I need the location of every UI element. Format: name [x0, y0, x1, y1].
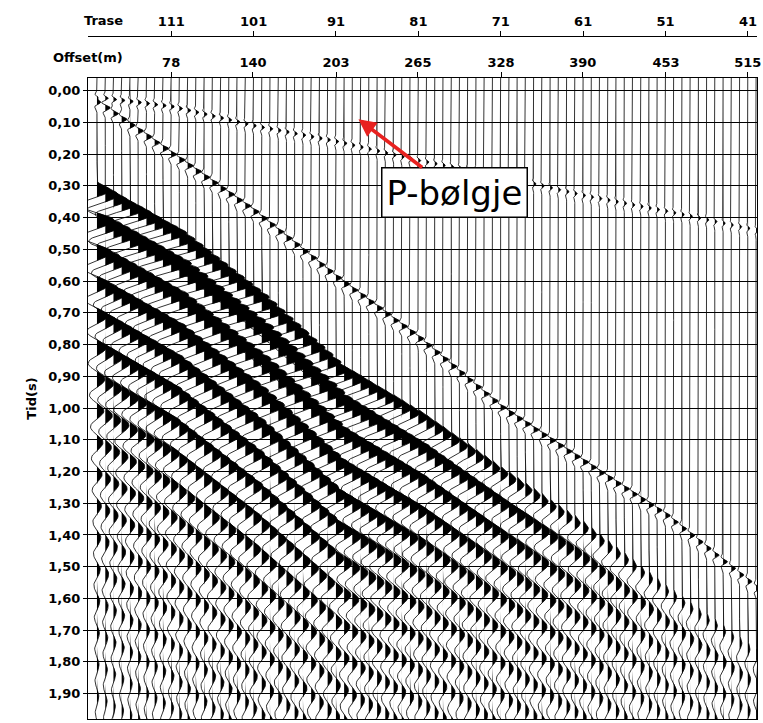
svg-text:0,70: 0,70: [48, 305, 80, 320]
svg-text:1,70: 1,70: [48, 623, 80, 638]
svg-text:0,50: 0,50: [48, 242, 80, 257]
svg-text:111: 111: [158, 14, 185, 29]
svg-text:265: 265: [404, 55, 431, 70]
svg-text:1,90: 1,90: [48, 686, 80, 701]
svg-text:1,00: 1,00: [48, 401, 80, 416]
svg-text:Offset(m): Offset(m): [53, 50, 123, 65]
svg-text:1,20: 1,20: [48, 464, 80, 479]
svg-text:0,00: 0,00: [48, 83, 80, 98]
svg-text:1,10: 1,10: [48, 432, 80, 447]
svg-text:1,60: 1,60: [48, 591, 80, 606]
svg-text:41: 41: [739, 14, 757, 29]
svg-text:0,60: 0,60: [48, 274, 80, 289]
svg-text:0,30: 0,30: [48, 178, 80, 193]
svg-text:1,80: 1,80: [48, 654, 80, 669]
svg-text:515: 515: [734, 55, 761, 70]
svg-text:0,10: 0,10: [48, 115, 80, 130]
svg-text:0,40: 0,40: [48, 210, 80, 225]
svg-text:140: 140: [239, 55, 266, 70]
svg-text:203: 203: [322, 55, 349, 70]
svg-text:0,20: 0,20: [48, 147, 80, 162]
svg-text:51: 51: [657, 14, 675, 29]
svg-text:91: 91: [327, 14, 345, 29]
svg-text:1,30: 1,30: [48, 496, 80, 511]
svg-text:1,50: 1,50: [48, 559, 80, 574]
svg-text:453: 453: [652, 55, 679, 70]
svg-text:0,90: 0,90: [48, 369, 80, 384]
svg-text:78: 78: [162, 55, 180, 70]
svg-text:P-bølgje: P-bølgje: [387, 173, 523, 213]
svg-text:61: 61: [574, 14, 592, 29]
svg-text:71: 71: [492, 14, 510, 29]
svg-text:0,80: 0,80: [48, 337, 80, 352]
svg-text:390: 390: [569, 55, 596, 70]
svg-text:1,40: 1,40: [48, 528, 80, 543]
svg-text:Tid(s): Tid(s): [24, 377, 39, 419]
svg-text:81: 81: [409, 14, 427, 29]
svg-text:101: 101: [240, 14, 267, 29]
svg-text:328: 328: [487, 55, 514, 70]
svg-text:Trase: Trase: [84, 13, 123, 28]
